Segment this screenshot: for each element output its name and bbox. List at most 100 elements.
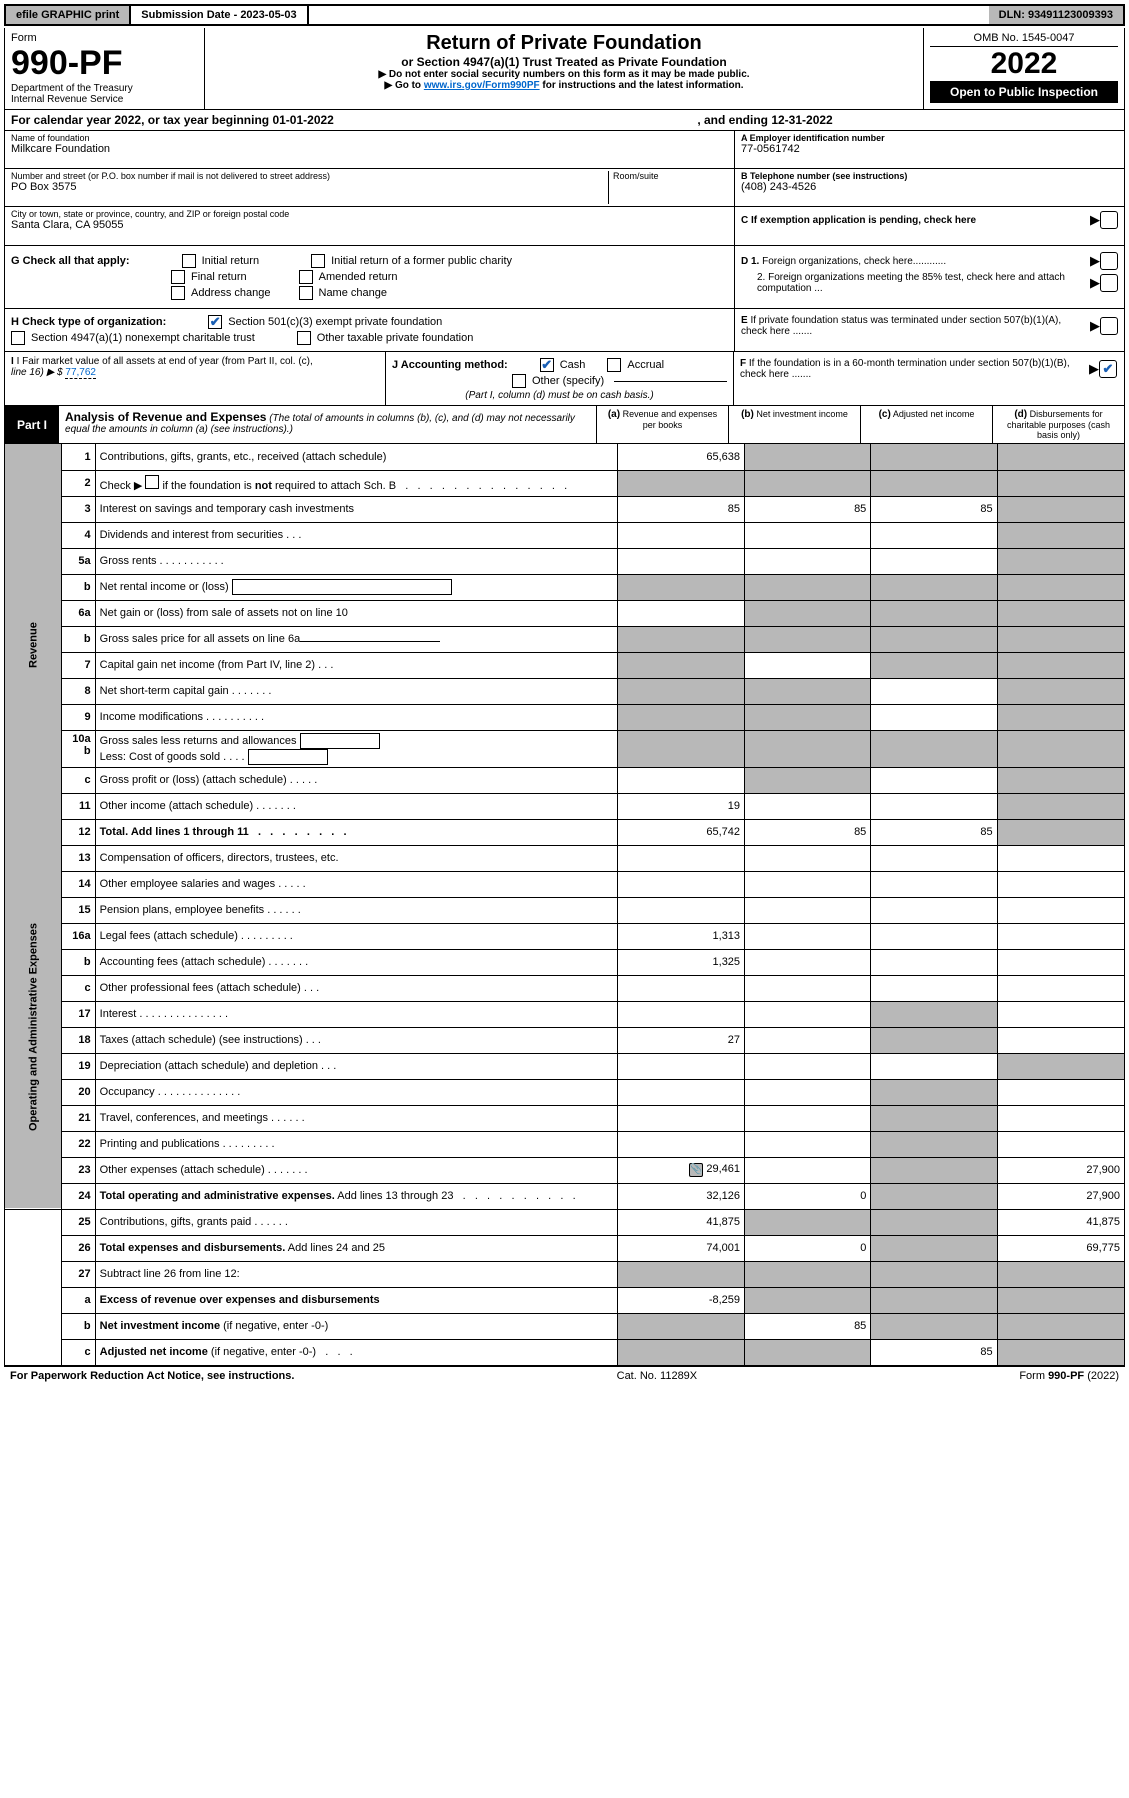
line-number: 14 (62, 871, 96, 897)
line-desc: Legal fees (attach schedule) . . . . . .… (95, 923, 617, 949)
calendar-year-row: For calendar year 2022, or tax year begi… (4, 110, 1125, 131)
addr-change-checkbox[interactable] (171, 286, 185, 300)
initial-return-checkbox[interactable] (182, 254, 196, 268)
name-change-label: Name change (319, 287, 388, 299)
form-subtitle: or Section 4947(a)(1) Trust Treated as P… (211, 55, 917, 69)
col-d-header: (d) Disbursements for charitable purpose… (992, 406, 1124, 443)
cell-value: 65,638 (617, 444, 744, 470)
line-desc: Gross rents . . . . . . . . . . . (95, 548, 617, 574)
cell-value: 27,900 (997, 1183, 1124, 1209)
line-number: 23 (62, 1157, 96, 1183)
line-number: 1 (62, 444, 96, 470)
initial-former-label: Initial return of a former public charit… (331, 255, 512, 267)
tel-value: (408) 243-4526 (741, 181, 1118, 193)
shaded-cell (617, 1261, 744, 1287)
form-page: efile GRAPHIC print Submission Date - 20… (0, 0, 1129, 1389)
cell-value (997, 1001, 1124, 1027)
shaded-cell (745, 1261, 871, 1287)
foundation-name: Milkcare Foundation (11, 143, 728, 155)
cell-value: 74,001 (617, 1235, 744, 1261)
d2-checkbox[interactable] (1100, 274, 1118, 292)
d1-checkbox[interactable] (1100, 252, 1118, 270)
rental-input[interactable] (232, 579, 452, 595)
other-method-checkbox[interactable] (512, 374, 526, 388)
efile-label[interactable]: efile GRAPHIC print (6, 6, 131, 24)
line-number: 2 (62, 470, 96, 496)
line-desc: Compensation of officers, directors, tru… (95, 845, 617, 871)
gross-sales-input[interactable] (300, 733, 380, 749)
initial-former-checkbox[interactable] (311, 254, 325, 268)
cell-value (745, 652, 871, 678)
col-a-header: (a) Revenue and expenses per books (596, 406, 728, 443)
cell-value (745, 1079, 871, 1105)
dln: DLN: 93491123009393 (989, 6, 1123, 24)
shaded-cell (745, 704, 871, 730)
initial-return-label: Initial return (202, 255, 259, 267)
city-state-zip: Santa Clara, CA 95055 (11, 219, 728, 231)
line-number: 25 (62, 1209, 96, 1235)
sec501-checkbox[interactable]: ✔ (208, 315, 222, 329)
cell-value (997, 897, 1124, 923)
shaded-cell (871, 1261, 997, 1287)
irs-link[interactable]: www.irs.gov/Form990PF (424, 80, 540, 91)
arrow-icon: ▶ (1090, 318, 1100, 334)
shaded-cell (997, 819, 1124, 845)
cell-value (997, 923, 1124, 949)
line-desc: Depreciation (attach schedule) and deple… (95, 1053, 617, 1079)
shaded-cell (997, 1313, 1124, 1339)
identity-grid: Name of foundation Milkcare Foundation N… (4, 131, 1125, 246)
attachment-icon[interactable]: 📎 (689, 1163, 703, 1177)
shaded-cell (997, 1261, 1124, 1287)
accrual-checkbox[interactable] (607, 358, 621, 372)
cell-value (745, 1157, 871, 1183)
shaded-cell (871, 1235, 997, 1261)
cell-value (871, 793, 997, 819)
cell-value: 85 (871, 1339, 997, 1365)
h-label: H Check type of organization: (11, 316, 166, 328)
exemption-pending-checkbox[interactable] (1100, 211, 1118, 229)
shaded-cell (997, 548, 1124, 574)
line-number: 17 (62, 1001, 96, 1027)
cell-value: 0 (745, 1235, 871, 1261)
line-number: c (62, 1339, 96, 1365)
final-return-checkbox[interactable] (171, 270, 185, 284)
cell-value (871, 923, 997, 949)
line-desc: Net short-term capital gain . . . . . . … (95, 678, 617, 704)
e-label: E If private foundation status was termi… (741, 315, 1090, 337)
line-desc: Subtract line 26 from line 12: (95, 1261, 617, 1287)
shaded-cell (617, 574, 744, 600)
cell-value (871, 522, 997, 548)
address: PO Box 3575 (11, 181, 608, 193)
line-number: 4 (62, 522, 96, 548)
line-number: 27 (62, 1261, 96, 1287)
d1-label: D 1. D 1. Foreign organizations, check h… (741, 256, 1090, 267)
cash-checkbox[interactable]: ✔ (540, 358, 554, 372)
line-number: b (62, 1313, 96, 1339)
cell-value (745, 845, 871, 871)
cell-value (871, 949, 997, 975)
line-number: 9 (62, 704, 96, 730)
shaded-cell (997, 793, 1124, 819)
amended-checkbox[interactable] (299, 270, 313, 284)
shaded-cell (871, 444, 997, 470)
amended-label: Amended return (319, 271, 398, 283)
shaded-cell (997, 522, 1124, 548)
f-checkbox[interactable]: ✔ (1099, 360, 1117, 378)
sec4947-checkbox[interactable] (11, 331, 25, 345)
shaded-cell (871, 1131, 997, 1157)
cogs-input[interactable] (248, 749, 328, 765)
cell-value (745, 522, 871, 548)
other-taxable-checkbox[interactable] (297, 331, 311, 345)
fmv-label: I Fair market value of all assets at end… (17, 356, 313, 367)
schb-checkbox[interactable] (145, 475, 159, 489)
shaded-cell (997, 600, 1124, 626)
e-checkbox[interactable] (1100, 317, 1118, 335)
name-change-checkbox[interactable] (299, 286, 313, 300)
line-number: 21 (62, 1105, 96, 1131)
cash-label: Cash (560, 359, 586, 371)
line-desc: Other employee salaries and wages . . . … (95, 871, 617, 897)
cell-value: 85 (745, 1313, 871, 1339)
form-ref: Form 990-PF (2022) (1019, 1370, 1119, 1382)
arrow-icon: ▶ (1090, 212, 1100, 228)
cell-value (997, 949, 1124, 975)
